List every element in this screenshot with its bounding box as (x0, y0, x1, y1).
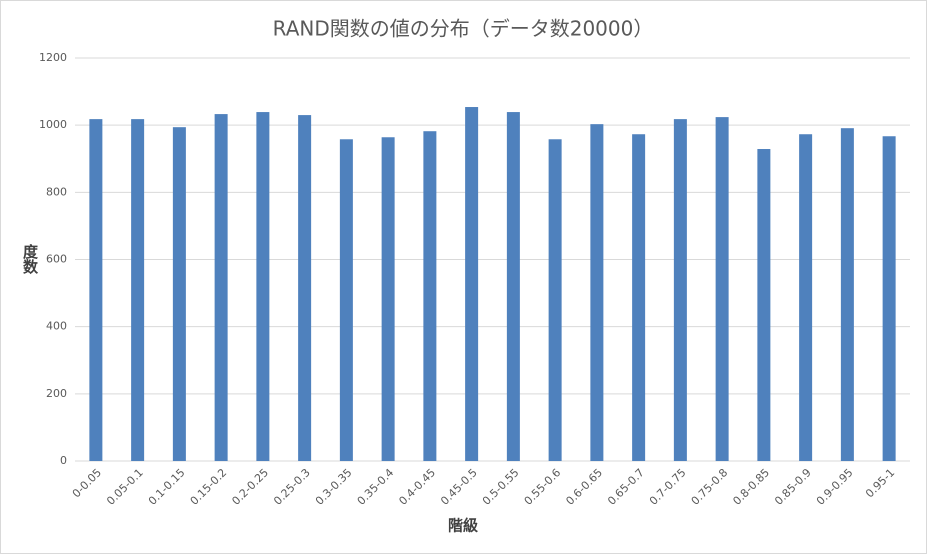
bar (506, 112, 520, 462)
y-tick-label: 0 (60, 454, 67, 467)
bar (799, 134, 813, 461)
bar (715, 117, 729, 462)
bar (131, 119, 145, 461)
bar (548, 139, 562, 461)
bar (757, 149, 771, 461)
bar (882, 136, 896, 462)
chart-title: RAND関数の値の分布（データ数20000） (273, 17, 654, 41)
y-tick-label: 800 (46, 185, 67, 198)
bar (339, 139, 353, 461)
bar (423, 131, 437, 461)
bar (840, 128, 854, 462)
y-tick-label: 600 (46, 253, 67, 266)
y-tick-label: 400 (46, 320, 67, 333)
bar (465, 107, 479, 461)
y-axis-title: 度数 (21, 243, 39, 275)
bar (172, 127, 186, 461)
y-tick-label: 1200 (39, 51, 67, 64)
x-axis-title: 階級 (448, 517, 478, 535)
bar (89, 119, 103, 461)
bar (381, 137, 395, 462)
bar (673, 119, 687, 461)
bar (590, 124, 604, 461)
bar (298, 115, 312, 461)
bar (256, 112, 270, 462)
bar (632, 134, 646, 461)
y-tick-label: 1000 (39, 118, 67, 131)
bar (214, 114, 228, 461)
y-tick-label: 200 (46, 387, 67, 400)
